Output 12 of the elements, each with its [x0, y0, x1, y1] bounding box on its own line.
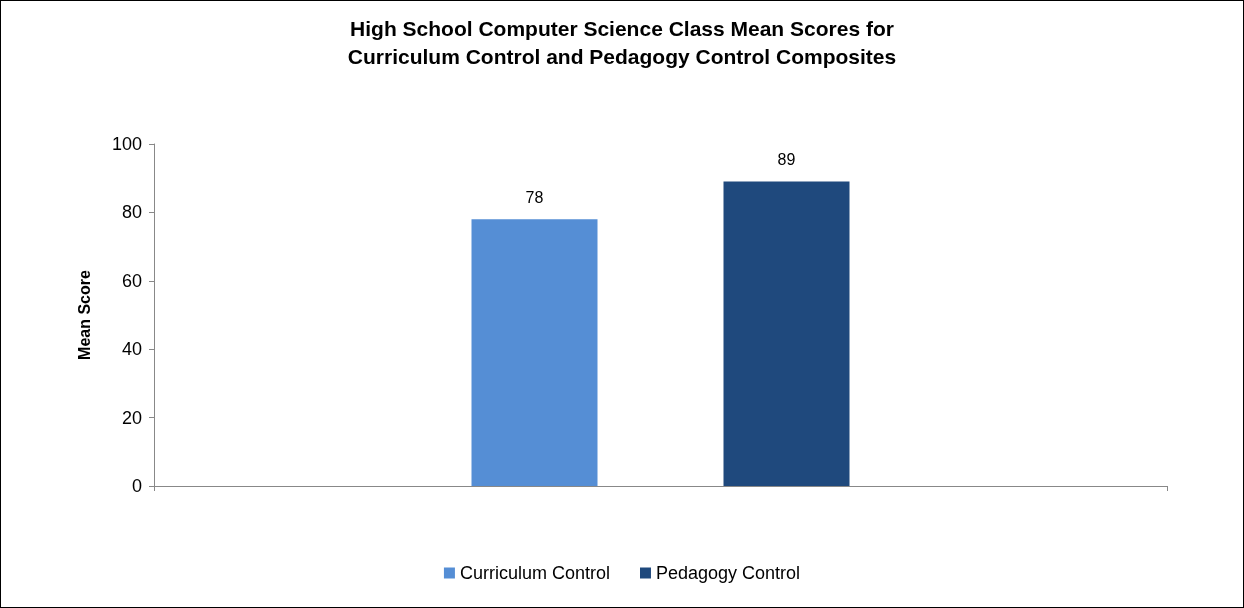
data-label: 78 — [525, 188, 544, 206]
y-tick-label: 60 — [121, 270, 142, 291]
legend-label: Curriculum Control — [459, 563, 610, 583]
y-tick-label: 80 — [121, 202, 142, 223]
chart-title: High School Computer Science Class Mean Scores for Curriculum Control and Pedagogy Control Composites — [347, 16, 897, 68]
y-tick-label: 20 — [121, 407, 142, 428]
y-tick-label: 100 — [111, 134, 142, 154]
y-axis-title: Mean Score — [75, 269, 93, 360]
data-label: 89 — [777, 151, 796, 169]
y-tick-label: 0 — [131, 476, 142, 496]
legend-label: Pedagogy Control — [655, 563, 801, 583]
y-tick-label: 40 — [121, 339, 142, 360]
